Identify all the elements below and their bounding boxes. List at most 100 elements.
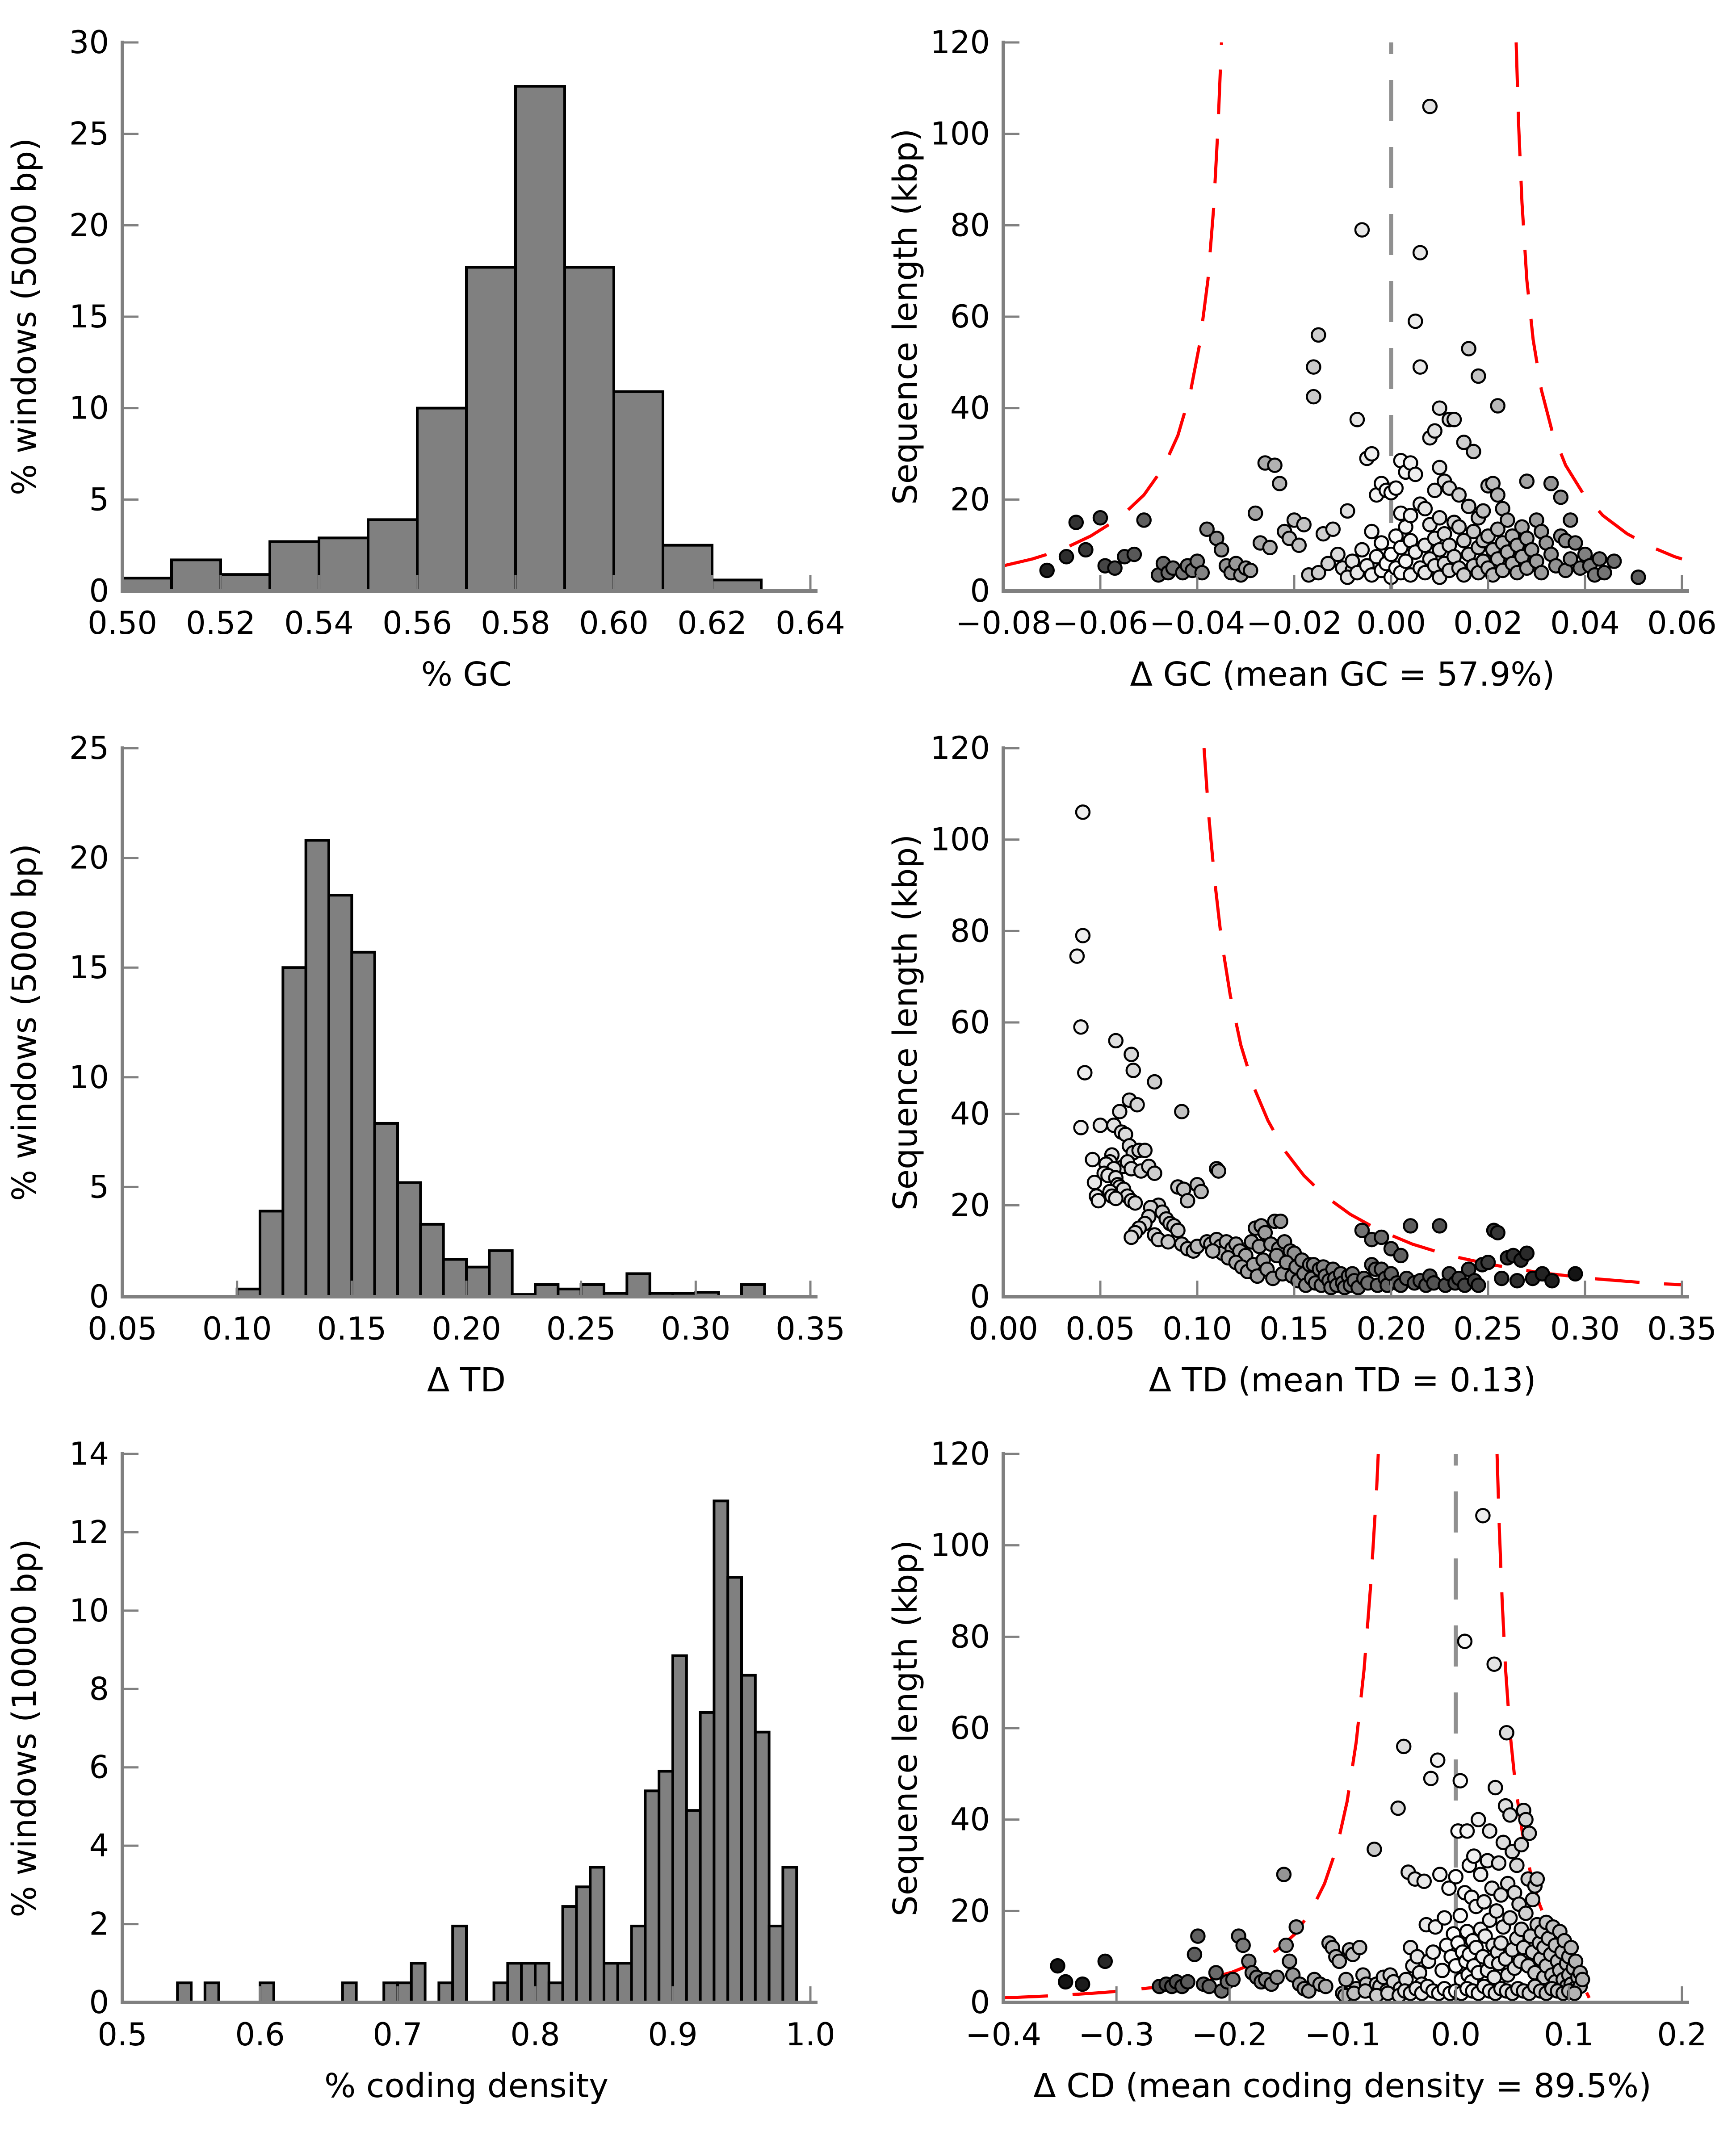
histogram-bar <box>534 1283 560 1298</box>
histogram-bar <box>170 558 222 592</box>
histogram-bars <box>176 1499 798 2004</box>
data-point <box>1466 444 1481 460</box>
data-point <box>1174 1104 1190 1119</box>
data-point <box>1563 512 1578 528</box>
y-tick-label: 20 <box>69 840 109 876</box>
histogram-bar <box>754 1730 771 2004</box>
data-point <box>1519 1245 1535 1261</box>
data-point <box>1427 482 1442 498</box>
panel-delta-td-histogram: 0.05 0.10 0.15 0.20 0.25 0.30 0.35 0 5 10 15 20 25 Δ… <box>5 730 845 1399</box>
data-point <box>1354 222 1370 238</box>
data-point <box>1085 1152 1100 1168</box>
histogram-bar <box>492 1981 509 2004</box>
histogram-bar <box>658 1770 674 2004</box>
y-tick-label: 5 <box>89 481 109 518</box>
data-point <box>1466 523 1481 540</box>
histogram-bar <box>341 1981 358 2004</box>
y-tick-label: 0 <box>970 1984 990 2021</box>
data-point <box>1471 1812 1486 1827</box>
x-axis-label: Δ CD (mean coding density = 89.5%) <box>1033 2067 1652 2105</box>
histogram-bar <box>589 1866 605 2004</box>
data-point <box>1417 501 1433 517</box>
x-tick-label: 0.6 <box>235 2016 285 2053</box>
data-point <box>1495 1834 1511 1851</box>
histogram-bar <box>534 1962 550 2004</box>
data-point <box>1050 1958 1065 1974</box>
data-point <box>1354 542 1370 558</box>
histogram-bar <box>367 518 419 592</box>
axes: 0.50 0.52 0.54 0.56 0.58 0.60 0.62 0.64 0 5 10 15 20… <box>69 24 845 641</box>
data-point <box>1108 1033 1124 1049</box>
data-point <box>1499 1725 1514 1741</box>
histogram-bar <box>547 1981 564 2004</box>
y-tick-label: 120 <box>930 1436 990 1472</box>
histogram-bar <box>699 1711 716 2004</box>
x-tick-label: 0.5 <box>97 2016 147 2053</box>
y-axis-label: % windows (5000 bp) <box>5 138 44 495</box>
data-point <box>1521 1826 1537 1841</box>
scatter-points <box>1069 804 1583 1295</box>
data-point <box>1432 510 1447 526</box>
data-point <box>1476 1894 1492 1910</box>
x-tick-label: 0.20 <box>432 1311 501 1347</box>
data-point <box>1073 1120 1089 1135</box>
data-point <box>1388 480 1404 496</box>
data-point <box>1412 359 1428 375</box>
histogram-bar <box>740 1283 766 1298</box>
histogram-bar <box>442 1258 468 1298</box>
data-point <box>1235 1937 1251 1953</box>
data-point <box>1456 567 1472 583</box>
x-tick-label: 0.2 <box>1657 2016 1707 2053</box>
histogram-bar <box>281 966 307 1298</box>
data-point <box>1367 1841 1382 1857</box>
x-tick-label: −0.4 <box>965 2016 1041 2053</box>
y-axis-label: Sequence length (kbp) <box>886 1540 925 1916</box>
histogram-bar <box>740 1674 757 2004</box>
data-point <box>1340 503 1355 519</box>
data-point <box>1502 1807 1518 1823</box>
data-point <box>1473 1867 1489 1882</box>
data-point <box>1491 1855 1507 1871</box>
x-tick-label: 0.8 <box>510 2016 560 2053</box>
x-tick-label: −0.2 <box>1191 2016 1267 2053</box>
y-tick-label: 40 <box>950 1801 990 1838</box>
x-tick-label: −0.1 <box>1305 2016 1381 2053</box>
x-tick-label: 0.60 <box>579 605 649 641</box>
data-point <box>1425 1944 1441 1960</box>
data-point <box>1475 503 1491 519</box>
histogram-bars <box>235 839 766 1298</box>
data-point <box>1448 1869 1463 1885</box>
y-tick-label: 8 <box>89 1671 109 1707</box>
coding-density-histogram-marks: 0.5 0.6 0.7 0.8 0.9 1.0 0 2 4 6 8 10 12 14 <box>69 1436 835 2053</box>
data-point <box>1306 389 1321 405</box>
data-point <box>1354 1223 1370 1238</box>
data-point <box>1288 1919 1304 1935</box>
x-tick-label: 0.04 <box>1550 605 1620 641</box>
data-point <box>1214 542 1229 558</box>
data-point <box>1563 551 1578 567</box>
histogram-bar <box>514 85 566 593</box>
y-tick-label: 5 <box>89 1168 109 1205</box>
data-point <box>1482 1823 1497 1839</box>
data-point <box>1325 521 1341 537</box>
y-tick-label: 80 <box>950 207 990 243</box>
x-tick-label: −0.08 <box>956 605 1052 641</box>
histogram-bar <box>625 1272 651 1298</box>
y-tick-label: 15 <box>69 298 109 335</box>
x-tick-label: 0.30 <box>661 1311 730 1347</box>
histogram-bar <box>726 1576 743 2004</box>
histogram-bar <box>520 1962 537 2004</box>
histogram-bar <box>488 1249 514 1298</box>
data-point <box>1500 512 1515 528</box>
data-point <box>1486 1656 1502 1672</box>
panel-delta-cd-scatter: −0.4 −0.3 −0.2 −0.1 0.0 0.1 0.2 0 20 40 60 80 100 120… <box>886 1436 1707 2105</box>
y-tick-label: 20 <box>69 207 109 243</box>
data-point <box>1568 535 1583 551</box>
data-point <box>1553 489 1569 505</box>
data-point <box>1493 1935 1509 1951</box>
data-point <box>1437 1910 1452 1926</box>
data-point <box>1225 1972 1241 1988</box>
data-point <box>1190 1928 1206 1944</box>
x-tick-label: 0.52 <box>186 605 256 641</box>
